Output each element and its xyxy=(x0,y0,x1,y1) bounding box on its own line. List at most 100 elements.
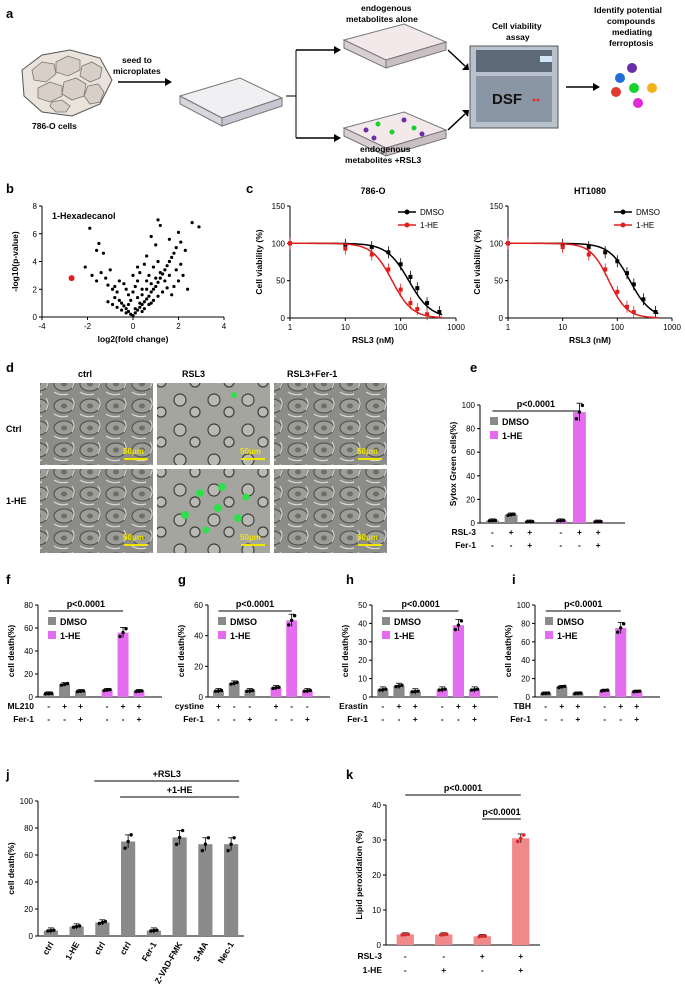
micrograph-1he-ctrl: 50μm xyxy=(40,469,153,553)
volcano-point xyxy=(124,311,128,315)
volcano-point xyxy=(179,240,183,244)
compound-dot xyxy=(611,87,621,97)
legend-label: DMSO xyxy=(502,417,529,427)
replicate-dot xyxy=(134,689,138,694)
category-label: Nec-1 xyxy=(216,940,236,965)
condition-sign: + xyxy=(596,527,601,537)
replicate-dot xyxy=(100,920,105,925)
bar-1-HE xyxy=(133,691,145,697)
y-tick-label: 40 xyxy=(358,619,367,628)
chart-title: HT1080 xyxy=(574,186,606,196)
legend-swatch xyxy=(382,617,390,625)
microplate-rsl3 xyxy=(342,111,448,157)
row-label: Fer-1 xyxy=(455,540,476,550)
condition-sign: - xyxy=(63,714,66,724)
panel-label-h: h xyxy=(346,572,354,587)
data-point xyxy=(415,307,420,312)
volcano-point xyxy=(172,284,176,289)
volcano-point xyxy=(170,255,174,259)
category-label: 3-MA xyxy=(191,940,210,963)
compound-dot xyxy=(633,98,643,108)
volcano-point xyxy=(176,230,181,234)
replicate-dot xyxy=(305,689,310,693)
volcano-point xyxy=(156,259,160,264)
x-tick-label: 10 xyxy=(558,323,567,332)
bar-1-HE xyxy=(599,690,611,697)
col-label-rsl3: RSL3 xyxy=(182,369,205,379)
condition-sign: - xyxy=(106,701,109,711)
bar-DMSO xyxy=(75,691,87,697)
bar xyxy=(435,934,453,945)
replicate-dot xyxy=(97,921,102,926)
y-axis-label: cell death(%) xyxy=(6,625,16,678)
data-point xyxy=(415,286,420,291)
replicate-dot xyxy=(528,520,532,524)
condition-sign: - xyxy=(510,540,513,550)
x-tick-label: 1000 xyxy=(447,323,465,332)
volcano-point xyxy=(117,279,121,283)
data-point xyxy=(586,245,591,250)
condition-sign: + xyxy=(577,527,582,537)
replicate-dot xyxy=(206,836,211,840)
data-point xyxy=(386,267,391,272)
replicate-dot xyxy=(394,684,398,689)
replicate-dot xyxy=(596,520,600,524)
condition-sign: - xyxy=(603,714,606,724)
volcano-point xyxy=(131,314,135,318)
cells-label: 786-O cells xyxy=(32,121,77,131)
replicate-dot xyxy=(74,924,79,929)
replicate-dot xyxy=(541,691,545,696)
data-point xyxy=(343,246,348,251)
volcano-point xyxy=(117,298,121,302)
volcano-point xyxy=(142,300,146,304)
condition-sign: - xyxy=(560,714,563,724)
condition-sign: - xyxy=(381,701,384,711)
y-tick-label: 60 xyxy=(24,851,33,860)
y-tick-label: 20 xyxy=(24,670,33,679)
replicate-dot xyxy=(245,689,249,693)
data-point xyxy=(586,252,591,257)
replicate-dot xyxy=(638,689,642,693)
y-tick-label: 20 xyxy=(358,656,367,665)
replicate-dot xyxy=(137,689,141,693)
bracket-label: +RSL3 xyxy=(153,769,181,779)
condition-sign: + xyxy=(634,701,639,711)
scale-bar-label: 50μm xyxy=(240,533,261,542)
y-tick-label: 0 xyxy=(29,693,34,702)
bar-1-HE xyxy=(631,691,643,697)
replicate-dot xyxy=(384,687,388,691)
bar-DMSO xyxy=(228,683,240,697)
p-value-label: p<0.0001 xyxy=(517,399,555,409)
replicate-dot xyxy=(124,627,128,631)
replicate-dot xyxy=(155,928,159,932)
replicate-dot xyxy=(75,689,80,694)
volcano-point xyxy=(179,262,183,266)
y-tick-label: 4 xyxy=(33,258,38,267)
chart-c1: 0 50 100 150 Cell viability (%) 1 10 100 1000 RSL… xyxy=(254,186,465,345)
volcano-point xyxy=(158,276,162,280)
replicate-dot xyxy=(406,932,411,936)
replicate-dot xyxy=(456,623,461,627)
bar-DMSO xyxy=(572,693,584,697)
replicate-dot xyxy=(403,932,408,937)
y-tick-label: 100 xyxy=(462,401,476,410)
replicate-dot xyxy=(216,689,221,693)
y-tick-label: 80 xyxy=(521,619,530,628)
condition-sign: + xyxy=(575,714,580,724)
y-tick-label: 0 xyxy=(526,693,531,702)
panel-label-g: g xyxy=(178,572,186,587)
p-value-label: p<0.0001 xyxy=(67,599,105,609)
volcano-point xyxy=(138,301,142,305)
replicate-dot xyxy=(437,688,441,692)
condition-sign: - xyxy=(404,951,407,961)
replicate-dot xyxy=(180,828,185,833)
condition-sign: + xyxy=(480,951,485,961)
legend-swatch xyxy=(490,431,498,439)
replicate-dot xyxy=(400,933,405,937)
highlight-point xyxy=(68,275,75,282)
bar-1-HE xyxy=(615,628,627,697)
volcano-point xyxy=(190,221,194,225)
replicate-dot xyxy=(71,925,76,929)
legend-swatch xyxy=(545,631,553,639)
